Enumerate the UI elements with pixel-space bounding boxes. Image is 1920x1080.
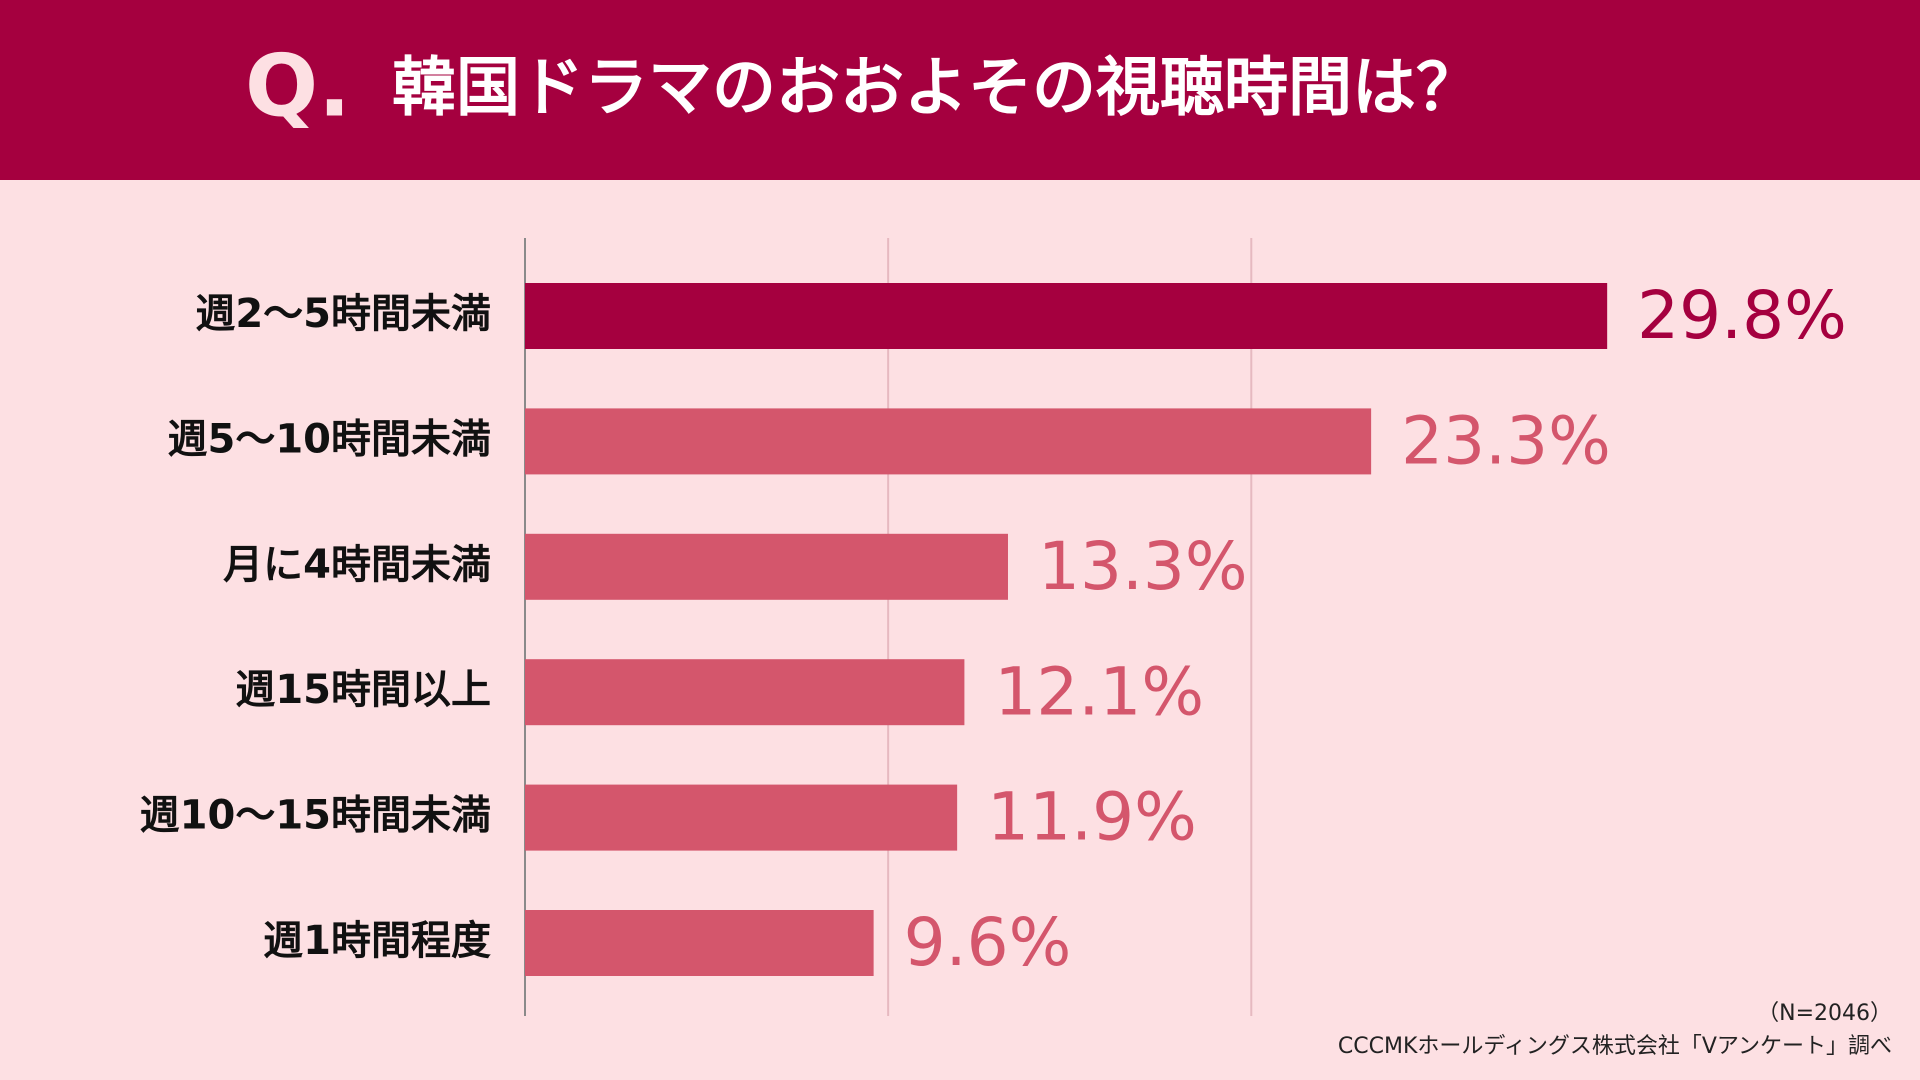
category-label: 月に4時間未満 [223,542,491,588]
bar [525,283,1608,349]
category-label: 週1時間程度 [263,918,491,964]
category-label: 週15時間以上 [235,667,491,713]
source-note: CCCMKホールディングス株式会社「Vアンケート」調べ [1338,1034,1892,1059]
category-label: 週5～10時間未満 [168,416,492,462]
bar [525,408,1372,475]
title-prefix: Q. [245,36,351,136]
value-label: 9.6% [904,904,1072,981]
bar [525,784,958,851]
value-label: 29.8% [1637,277,1847,354]
bar [525,533,1008,600]
header-band [0,0,1920,180]
value-label: 11.9% [987,779,1197,856]
bar [525,910,874,976]
value-label: 23.3% [1401,402,1611,479]
value-label: 12.1% [994,653,1204,730]
category-label: 週2～5時間未満 [195,291,491,337]
bar [525,659,965,726]
sample-note: （N=2046） [1757,1001,1892,1026]
category-label: 週10～15時間未満 [140,793,491,839]
chart-title: 韓国ドラマのおおよその視聴時間は？ [392,52,1480,126]
value-label: 13.3% [1038,528,1248,605]
